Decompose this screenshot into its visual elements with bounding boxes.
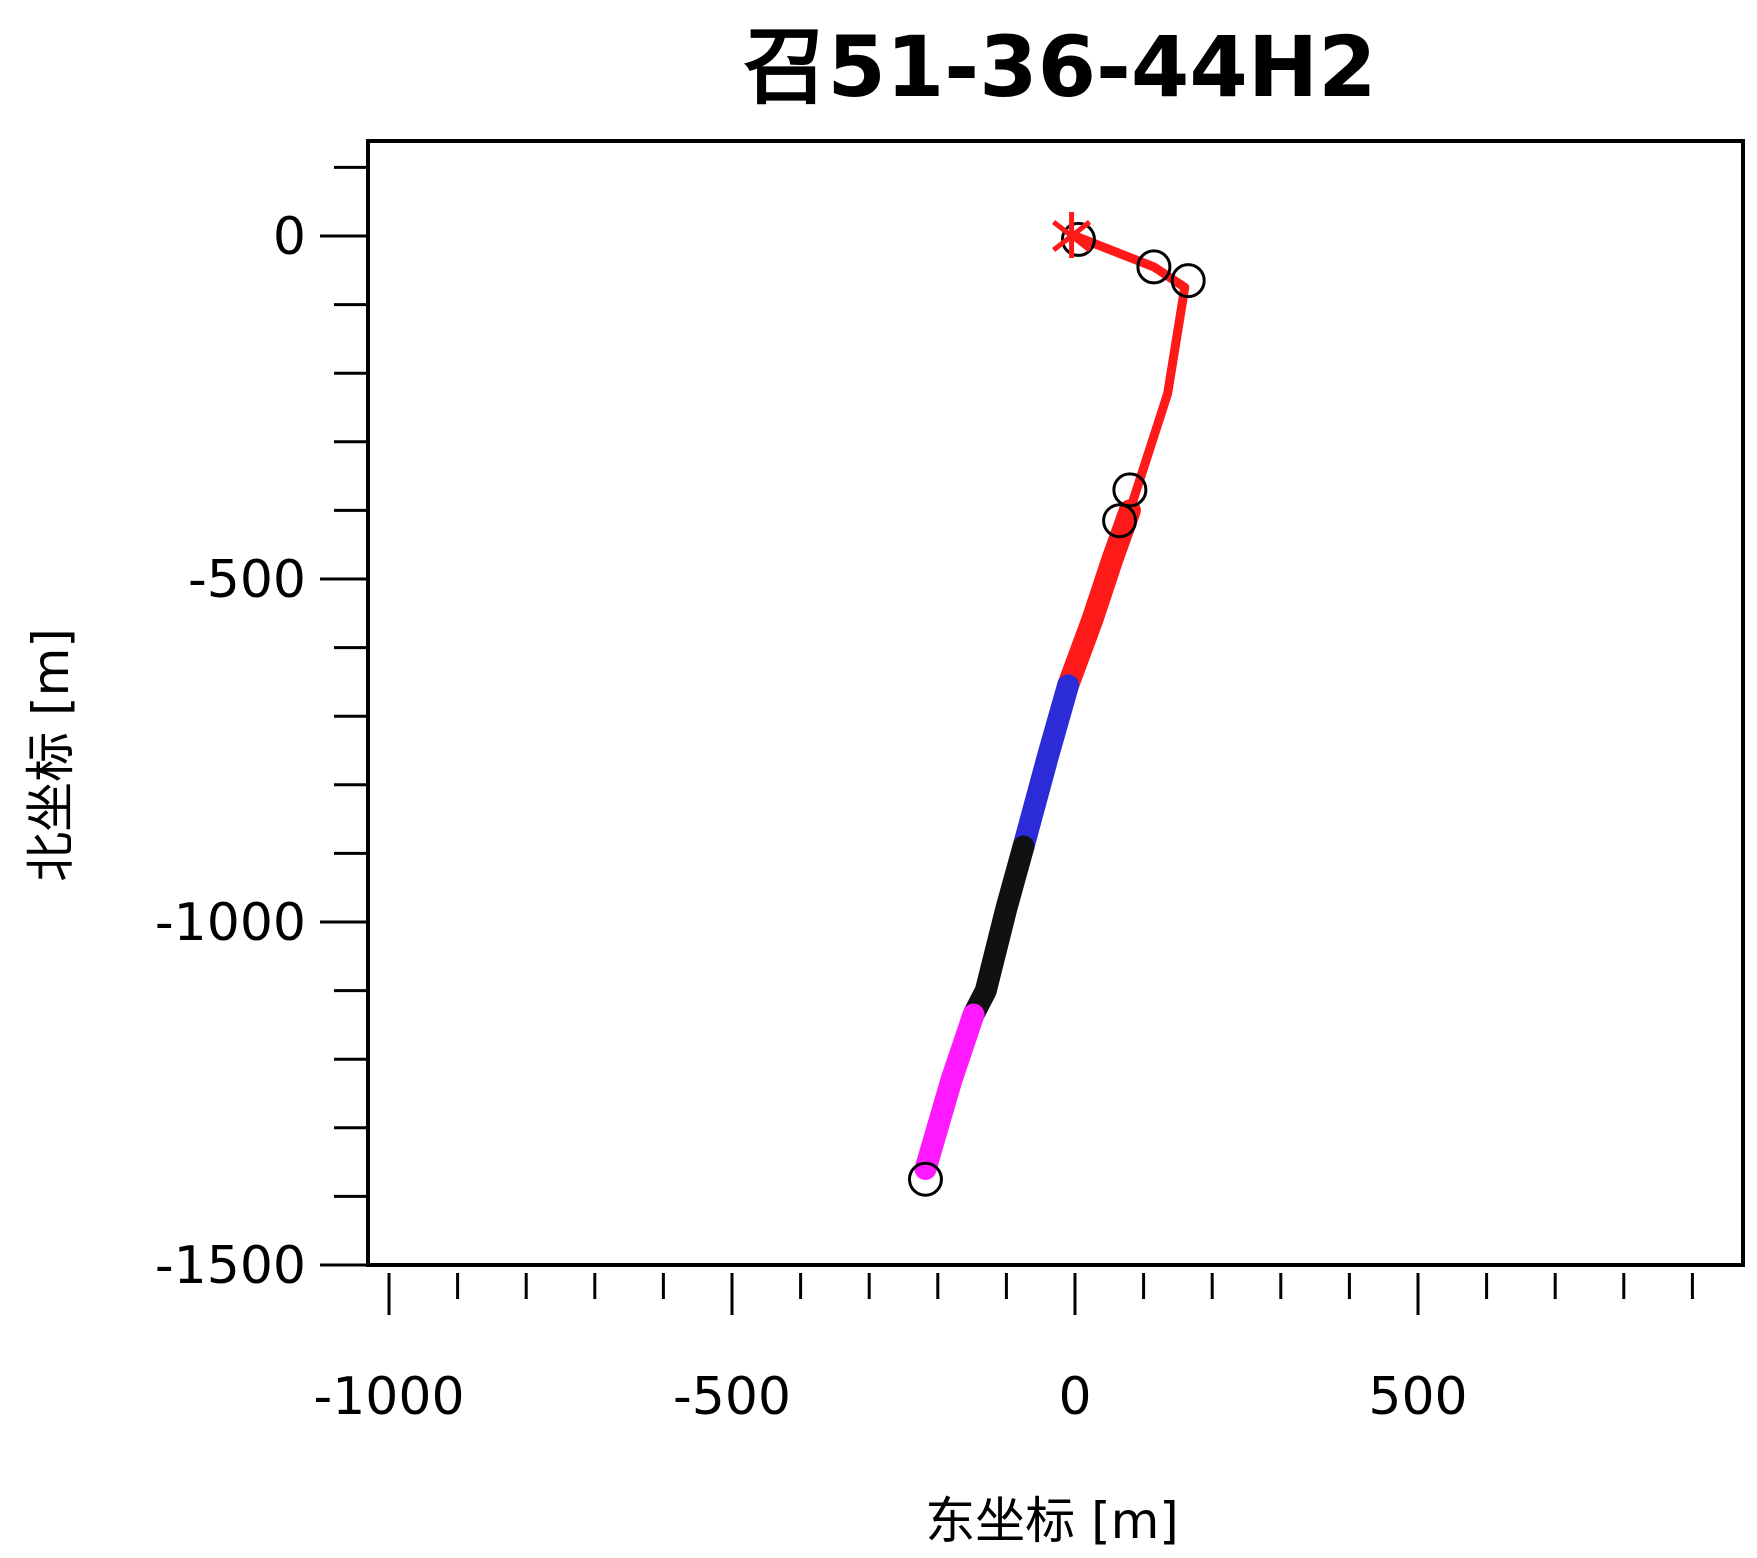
station-marker (1102, 503, 1138, 539)
y-tick-label: 0 (273, 207, 306, 267)
x-tick-label: 0 (1058, 1367, 1091, 1427)
y-tick-label: -1500 (155, 1236, 306, 1296)
chart-title: 召51-36-44H2 (743, 18, 1376, 116)
x-tick-label: -500 (673, 1367, 791, 1427)
trajectory-segment (1012, 674, 1080, 858)
station-marker (1112, 472, 1148, 508)
station-marker (1170, 263, 1206, 299)
y-axis: 0 -500 -1000 -1500 (155, 165, 368, 1296)
station-marker (1060, 221, 1096, 257)
x-axis: -1000 -500 0 500 (313, 1273, 1694, 1427)
trajectory-segment (1057, 499, 1141, 697)
trajectory-segment (1070, 231, 1190, 515)
station-marker (1136, 249, 1172, 285)
trajectory-segment (914, 1003, 985, 1180)
y-axis-label: 北坐标 [m] (22, 628, 80, 882)
x-tick-label: 500 (1368, 1367, 1467, 1427)
start-marker (1052, 212, 1092, 258)
y-tick-label: -500 (188, 550, 306, 610)
station-marker (907, 1161, 943, 1197)
plot-area (907, 212, 1206, 1197)
x-tick-label: -1000 (313, 1367, 464, 1427)
y-tick-label: -1000 (155, 893, 306, 953)
plot-frame (366, 139, 1745, 1267)
trajectory-segment (962, 835, 1035, 1026)
x-axis-label: 东坐标 [m] (925, 1492, 1179, 1550)
